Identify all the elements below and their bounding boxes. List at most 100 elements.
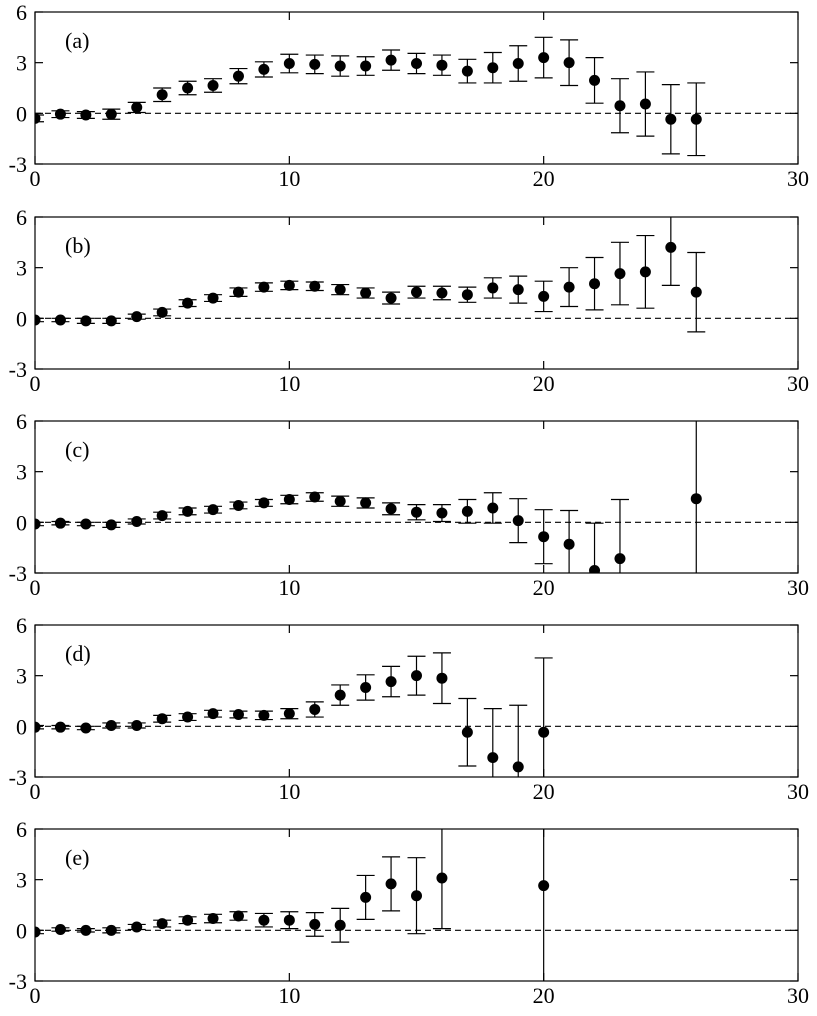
x-tick-label: 10 [278,779,300,804]
data-point [207,292,219,304]
data-point [512,284,524,296]
x-tick-label: 10 [278,371,300,396]
data-point [35,721,41,733]
data-point [156,918,168,930]
data-point [461,289,473,301]
data-point [360,681,372,693]
data-point [283,914,295,926]
data-point [563,281,575,293]
data-point [411,670,422,682]
data-point [309,703,321,715]
data-point [232,70,244,82]
y-tick-label: 6 [16,613,27,638]
data-point [131,515,143,527]
panel-label: (c) [65,437,89,462]
x-tick-label: 20 [533,371,555,396]
plot-frame [34,624,799,778]
data-point [360,60,372,72]
data-point [105,108,117,120]
data-point [538,726,550,738]
y-tick-label: 0 [16,510,27,535]
data-point [436,59,448,71]
data-point [207,913,219,925]
y-tick-label: -3 [9,561,27,586]
x-tick-label: 20 [533,575,555,600]
data-point [131,719,143,731]
data-point [35,926,41,938]
data-point [512,761,524,773]
data-point [309,491,321,503]
data-point [156,306,168,318]
y-tick-label: 0 [16,306,27,331]
data-point [411,890,422,902]
data-point [538,52,550,64]
data-point [80,722,92,734]
data-point [436,672,448,684]
data-point [360,497,372,509]
y-tick-label: 3 [16,868,27,893]
x-tick-label: 30 [787,983,809,1008]
data-point [334,919,346,931]
x-tick-label: 0 [30,575,41,600]
data-point [538,531,550,543]
data-point [690,493,702,505]
data-point [334,60,346,72]
x-tick-label: 20 [533,779,555,804]
data-point [589,278,601,290]
data-point [105,719,117,731]
panel-label: (a) [65,28,89,53]
data-point [512,515,524,527]
data-point [385,503,397,515]
data-point [283,494,295,506]
data-point [690,286,702,298]
data-point [665,241,677,253]
data-point [512,58,524,70]
y-tick-label: 6 [16,0,27,25]
y-tick-label: 0 [16,918,27,943]
x-tick-label: 0 [30,983,41,1008]
data-point [54,517,66,529]
data-point [182,711,194,723]
data-point [54,108,66,120]
plot-frame [34,216,799,370]
data-point [258,497,270,509]
data-point [207,79,219,91]
data-point [80,109,92,121]
data-series [35,421,702,573]
data-point [54,314,66,326]
data-point [411,506,422,518]
x-tick-label: 0 [30,166,41,191]
data-point [461,726,473,738]
data-point [411,286,422,298]
data-point [436,287,448,299]
data-point [232,709,244,721]
y-tick-label: -3 [9,969,27,994]
y-tick-label: 0 [16,714,27,739]
data-point [182,914,194,926]
data-point [309,280,321,292]
data-point [309,58,321,70]
data-point [385,292,397,304]
y-tick-label: 6 [16,205,27,230]
data-point [309,918,321,930]
data-point [436,507,448,519]
data-point [131,311,143,323]
data-series [35,217,706,333]
data-point [334,495,346,507]
data-point [538,880,550,892]
data-point [35,112,41,124]
data-point [258,63,270,75]
data-point [334,284,346,296]
data-point [35,518,41,530]
data-point [538,290,550,302]
plot-frame [34,420,799,574]
x-tick-label: 20 [533,983,555,1008]
data-point [131,101,143,113]
data-point [665,113,677,125]
data-point [182,82,194,94]
data-point [385,54,397,66]
data-point [54,923,66,935]
data-point [487,502,499,514]
